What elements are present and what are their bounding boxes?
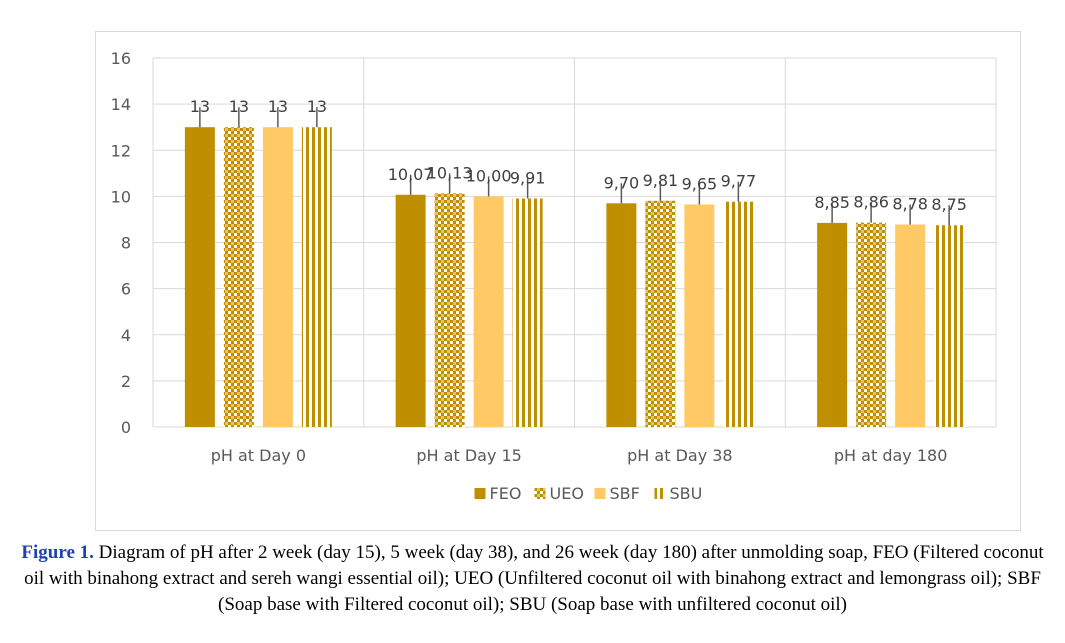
y-tick-label: 10	[111, 187, 131, 206]
legend-swatch-feo	[474, 488, 486, 499]
y-tick-label: 4	[121, 326, 131, 345]
data-label: 13	[307, 97, 327, 116]
bar-sbu	[301, 127, 332, 427]
legend-label-sbu: SBU	[670, 484, 703, 503]
y-tick-label: 8	[121, 234, 131, 253]
bar-sbf	[895, 224, 926, 427]
y-tick-label: 16	[111, 49, 131, 68]
bar-ueo	[223, 127, 254, 427]
bar-sbf	[684, 204, 715, 427]
figure-caption: Figure 1. Diagram of pH after 2 week (da…	[20, 540, 1045, 618]
y-tick-label: 12	[111, 141, 131, 160]
legend-swatch-sbu	[654, 488, 666, 499]
bar-ueo	[434, 193, 465, 427]
data-label: 9,77	[721, 172, 757, 191]
y-tick-label: 2	[121, 372, 131, 391]
data-label: 8,85	[814, 193, 850, 212]
legend-label-sbf: SBF	[610, 484, 640, 503]
bar-ueo	[645, 200, 676, 427]
bar-feo	[184, 127, 215, 427]
bar-sbf	[262, 127, 293, 427]
figure-caption-label: Figure 1.	[21, 542, 94, 563]
data-label: 10,07	[388, 165, 434, 184]
y-tick-label: 6	[121, 280, 131, 299]
legend-label-ueo: UEO	[550, 484, 584, 503]
bar-sbu	[934, 225, 965, 427]
x-category-label: pH at Day 15	[416, 446, 521, 465]
data-label: 8,75	[931, 195, 967, 214]
data-label: 8,78	[892, 195, 928, 214]
bar-feo	[395, 194, 426, 427]
legend-label-feo: FEO	[490, 484, 522, 503]
data-label: 9,91	[510, 168, 546, 187]
bar-feo	[606, 203, 637, 427]
data-label: 9,70	[604, 173, 640, 192]
data-label: 9,81	[643, 171, 679, 190]
bar-sbu	[723, 201, 754, 427]
data-label: 10,00	[466, 166, 512, 185]
bar-feo	[817, 222, 848, 427]
bar-sbf	[473, 196, 504, 427]
x-category-label: pH at day 180	[834, 446, 948, 465]
y-tick-label: 0	[121, 418, 131, 437]
x-category-label: pH at Day 0	[211, 446, 306, 465]
figure-caption-text: Diagram of pH after 2 week (day 15), 5 w…	[24, 542, 1044, 615]
legend-swatch-ueo	[534, 488, 546, 499]
data-label: 13	[268, 97, 288, 116]
bar-ueo	[856, 222, 887, 427]
legend-swatch-sbf	[594, 488, 606, 499]
x-category-label: pH at Day 38	[627, 446, 732, 465]
bar-sbu	[512, 198, 543, 427]
data-label: 8,86	[853, 193, 889, 212]
chart-frame: 0 2 4 6 8 10 12 14 16 13 13 13 13 pH at Day 0 10,07 10,…	[95, 31, 1021, 531]
data-label: 13	[229, 97, 249, 116]
data-label: 10,13	[427, 163, 473, 182]
data-label: 9,65	[682, 174, 718, 193]
y-tick-label: 14	[111, 95, 131, 114]
data-label: 13	[190, 97, 210, 116]
